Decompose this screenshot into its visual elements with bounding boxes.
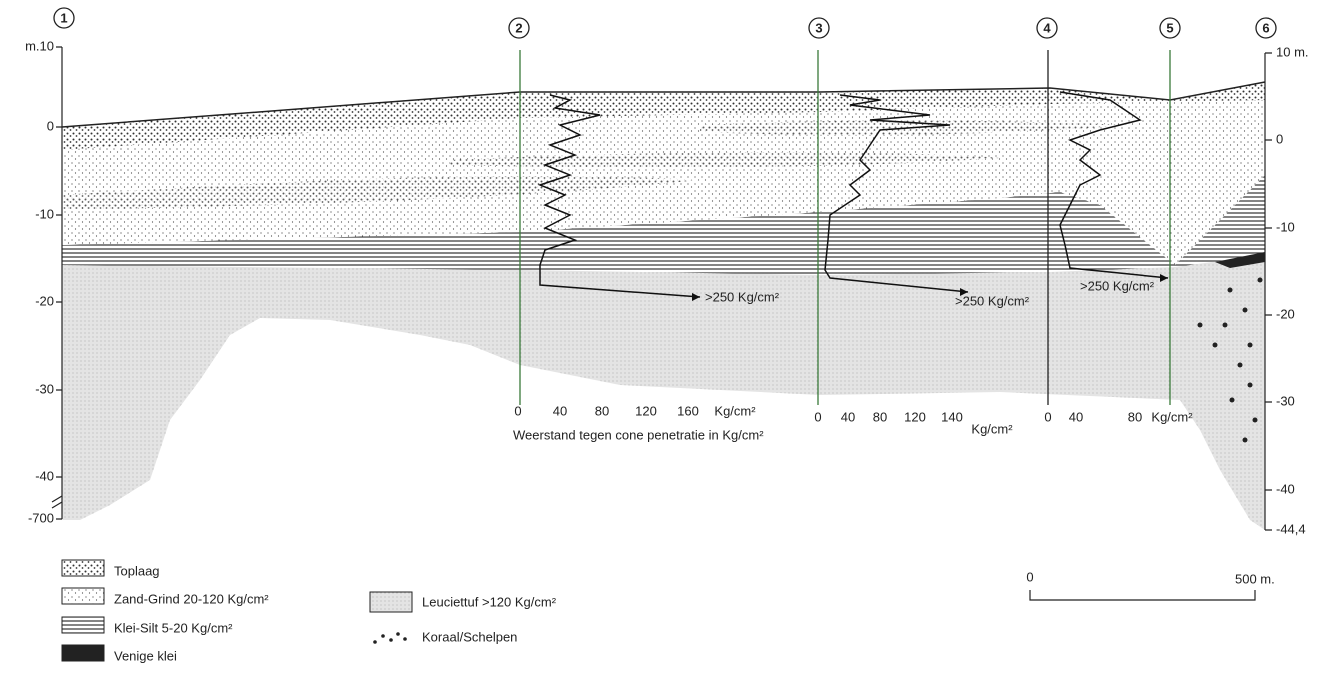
borehole-label: 4 (1043, 20, 1051, 35)
cpt-tick: 0 (1044, 409, 1051, 424)
right-axis-label: 0 (1276, 131, 1283, 146)
left-axis-label: -700 (28, 510, 54, 525)
borehole-label: 6 (1262, 20, 1269, 35)
cpt-tick: 80 (873, 409, 887, 424)
cpt-tick: 140 (941, 409, 963, 424)
cpt-tick: 0 (514, 403, 521, 418)
cpt-tick: 80 (595, 403, 609, 418)
borehole-label: 5 (1166, 20, 1173, 35)
cpt-tick: 0 (814, 409, 821, 424)
cpt-tick: 80 (1128, 409, 1142, 424)
legend-label: Zand-Grind 20-120 Kg/cm² (114, 591, 269, 606)
legend-label: Klei-Silt 5-20 Kg/cm² (114, 620, 233, 635)
legend-label: Toplaag (114, 563, 160, 578)
scale-bar (1030, 590, 1255, 600)
arrow-label: >250 Kg/cm² (705, 289, 780, 304)
left-axis-label: -40 (35, 468, 54, 483)
borehole-label: 1 (60, 10, 67, 25)
right-axis-label: -20 (1276, 306, 1295, 321)
right-axis-label: 10 m. (1276, 44, 1309, 59)
right-axis-label: -44,4 (1276, 521, 1306, 536)
arrow-label: >250 Kg/cm² (955, 293, 1030, 308)
cpt-caption: Weerstand tegen cone penetratie in Kg/cm… (513, 427, 764, 442)
left-axis-label: m.10 (25, 38, 54, 53)
left-axis-label: -20 (35, 293, 54, 308)
cpt-tick: 40 (553, 403, 567, 418)
arrow-label: >250 Kg/cm² (1080, 278, 1155, 293)
right-axis-label: -10 (1276, 219, 1295, 234)
cpt-tick: 40 (1069, 409, 1083, 424)
borehole-circles (54, 8, 1276, 38)
left-axis-label: 0 (47, 118, 54, 133)
cpt-unit: Kg/cm² (714, 403, 756, 418)
cpt-tick: 120 (904, 409, 926, 424)
right-axis-label: -40 (1276, 481, 1295, 496)
borehole-label: 2 (515, 20, 522, 35)
cpt-tick: 40 (841, 409, 855, 424)
left-axis-label: -30 (35, 381, 54, 396)
cross-section: 1 2 3 4 5 6 m.10 0 -10 -20 -30 -40 -700 … (0, 0, 1336, 673)
legend-label: Leuciettuf >120 Kg/cm² (422, 594, 557, 609)
left-axis-label: -10 (35, 206, 54, 221)
legend-label: Venige klei (114, 648, 177, 663)
right-axis-label: -30 (1276, 393, 1295, 408)
leuciettuf (62, 255, 1265, 530)
legend-coral (373, 632, 407, 644)
cpt-tick: 160 (677, 403, 699, 418)
scale-label: 0 (1026, 569, 1033, 584)
borehole-label: 3 (815, 20, 822, 35)
scale-label: 500 m. (1235, 571, 1275, 586)
borehole-labels: 1 2 3 4 5 6 (60, 10, 1269, 35)
legend-label: Koraal/Schelpen (422, 629, 517, 644)
cpt-unit: Kg/cm² (971, 421, 1013, 436)
cpt-unit: Kg/cm² (1151, 409, 1193, 424)
cpt-tick: 120 (635, 403, 657, 418)
